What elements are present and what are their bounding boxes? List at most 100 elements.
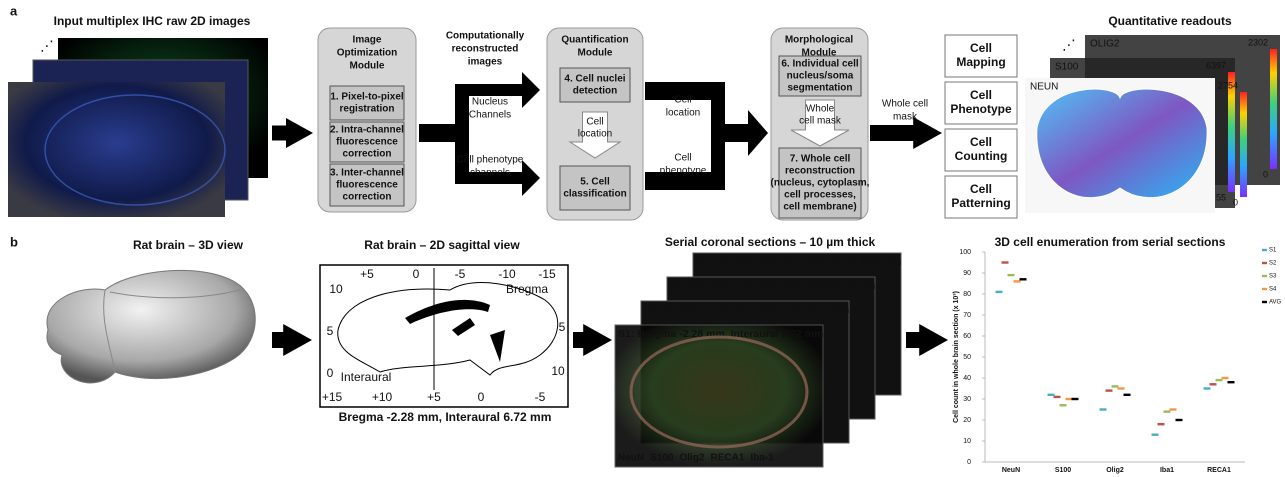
- y-tick-label: 70: [963, 312, 971, 319]
- step-text: fluorescence: [336, 137, 398, 148]
- step-text: cell membrane): [783, 202, 856, 213]
- step-text: 5. Cell: [580, 177, 610, 188]
- brain-3d: [47, 270, 255, 383]
- marker: [996, 291, 1003, 293]
- panel-label: a: [10, 3, 18, 18]
- marker: [1164, 410, 1171, 412]
- mask-label: mask: [893, 112, 918, 123]
- arrow: [272, 324, 312, 356]
- marker: [1106, 389, 1113, 391]
- readout-text: Phenotype: [950, 102, 1012, 116]
- channel-label: Olig2: [679, 453, 704, 464]
- map-name: OLIG2: [1090, 39, 1120, 50]
- step-text: segmentation: [787, 83, 852, 94]
- readout-text: Cell: [970, 88, 992, 102]
- sagittal-label: 5: [559, 320, 566, 334]
- arrow: [272, 118, 313, 148]
- sagittal-label: +5: [360, 267, 374, 281]
- y-tick-label: 90: [963, 270, 971, 277]
- sagittal-label: 10: [551, 364, 565, 378]
- panel-label: b: [10, 234, 18, 249]
- phenotype-label: phenotype: [660, 166, 707, 177]
- step-text: 4. Cell nuclei: [564, 74, 625, 85]
- channel-label: Iba-1: [750, 453, 774, 464]
- y-tick-label: 10: [963, 438, 971, 445]
- location-label: location: [666, 108, 700, 119]
- marker: [1100, 408, 1107, 410]
- nucleus-label: Nucleus: [472, 97, 508, 108]
- legend-swatch: [1262, 262, 1267, 264]
- sagittal-label: -5: [455, 267, 466, 281]
- chart-title: 3D cell enumeration from serial sections: [995, 235, 1226, 249]
- module-title: Module: [578, 48, 613, 59]
- marker: [1008, 274, 1015, 276]
- readout-text: Mapping: [956, 55, 1005, 69]
- marker: [1014, 280, 1021, 282]
- sagittal-label: Bregma: [506, 282, 548, 296]
- arrow-label: location: [578, 129, 612, 140]
- marker: [1204, 387, 1211, 389]
- module-title: Morphological: [785, 35, 854, 46]
- step-text: nucleus/soma: [787, 71, 854, 82]
- sagittal-label: +15: [322, 390, 343, 404]
- reconstructed-label: images: [468, 57, 503, 68]
- colorbar-min: 0: [1263, 169, 1268, 179]
- colorbar: [1240, 92, 1247, 197]
- sagittal-label: +10: [372, 390, 393, 404]
- legend-label: S4: [1269, 287, 1277, 293]
- step-text: 1. Pixel-to-pixel: [330, 92, 404, 103]
- input-title: Input multiplex IHC raw 2D images: [54, 14, 251, 28]
- marker: [1118, 387, 1125, 389]
- colorbar-max: 2754: [1218, 80, 1238, 90]
- y-tick-label: 40: [963, 375, 971, 382]
- sagittal-label: 5: [327, 324, 334, 338]
- section-label: S3: Bregma -2.30 mm, Interaural 6.70 mm: [670, 280, 875, 292]
- arrow: [573, 324, 612, 356]
- brain-3d-title: Rat brain – 3D view: [133, 238, 244, 252]
- readout-text: Cell: [970, 182, 992, 196]
- x-tick-label: RECA1: [1207, 467, 1231, 474]
- x-tick-label: Olig2: [1106, 467, 1124, 474]
- sagittal-title: Rat brain – 2D sagittal view: [364, 238, 520, 252]
- step-text: 2. Intra-channel: [330, 125, 404, 136]
- step-text: reconstruction: [785, 166, 855, 177]
- marker: [1072, 398, 1079, 400]
- marker: [1216, 379, 1223, 381]
- y-tick-label: 50: [963, 354, 971, 361]
- colorbar-min: 55: [1216, 192, 1226, 202]
- y-tick-label: 0: [967, 459, 971, 466]
- channel-label: S100: [650, 453, 674, 464]
- sections-title: Serial coronal sections – 10 µm thick: [665, 235, 876, 249]
- marker: [1158, 423, 1165, 425]
- phenotype-label: channels: [470, 168, 510, 179]
- arrow-label: Cell: [586, 117, 603, 128]
- channel-label: NeuN: [618, 453, 644, 464]
- channel-label: RECA1: [711, 453, 745, 464]
- y-tick-label: 60: [963, 333, 971, 340]
- readouts-title: Quantitative readouts: [1108, 14, 1232, 28]
- reconstructed-label: reconstructed: [452, 44, 519, 55]
- sagittal-label: -10: [498, 267, 516, 281]
- legend-swatch: [1262, 249, 1267, 251]
- sagittal-label: 0: [478, 390, 485, 404]
- colorbar: [1270, 49, 1277, 169]
- section-label: S2: Bregma -2.29 mm, Interaural 6.71 mm: [644, 304, 849, 316]
- module-title: Image: [353, 35, 382, 46]
- raw-image: [8, 82, 225, 217]
- step-text: classification: [563, 189, 626, 200]
- stack-dots: ⋰: [1062, 37, 1076, 53]
- readout-text: Counting: [955, 149, 1008, 163]
- map-name: S100: [1055, 62, 1079, 73]
- sagittal-label: -15: [538, 267, 556, 281]
- sagittal-caption: Bregma -2.28 mm, Interaural 6.72 mm: [339, 410, 552, 424]
- legend-label: S2: [1269, 261, 1277, 267]
- y-tick-label: 20: [963, 417, 971, 424]
- marker: [1222, 377, 1229, 379]
- arrow-label: Whole: [806, 104, 835, 115]
- readout-text: Cell: [970, 135, 992, 149]
- step-text: correction: [343, 149, 392, 160]
- sagittal-label: 0: [413, 267, 420, 281]
- marker: [1020, 278, 1027, 280]
- map-name: NEUN: [1030, 82, 1058, 93]
- module-title: Optimization: [337, 48, 398, 59]
